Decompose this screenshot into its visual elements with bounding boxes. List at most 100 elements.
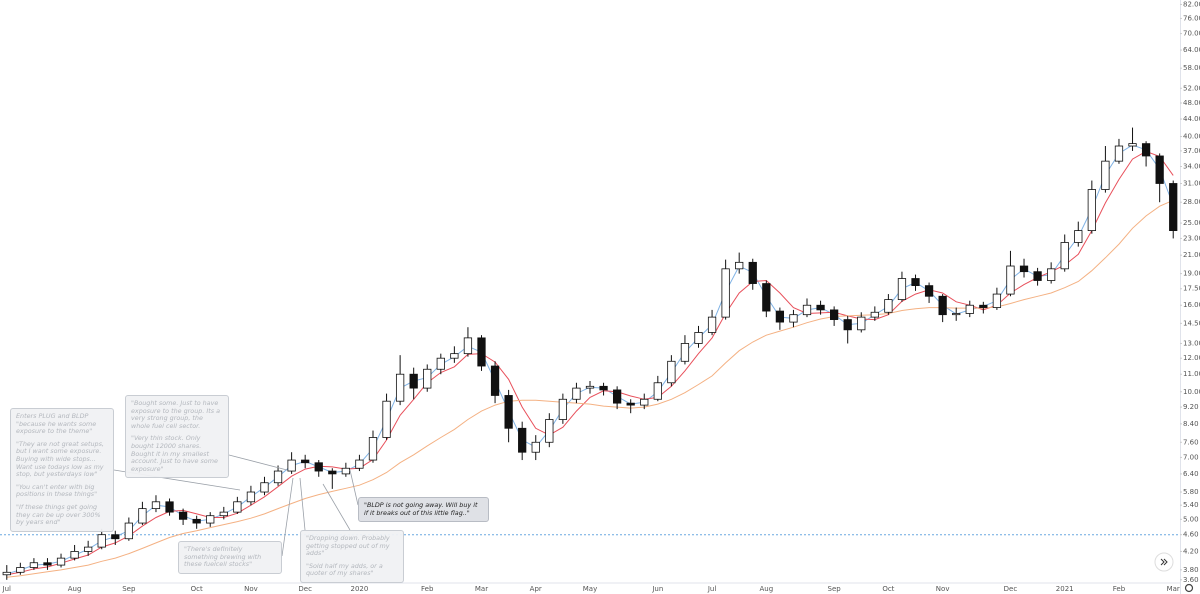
candle-body: [870, 311, 879, 318]
x-tick-label: May: [583, 585, 597, 593]
candle-body: [124, 522, 133, 540]
annotation: "There's definitely something brewing wi…: [178, 541, 282, 574]
moving-average: [6, 199, 1174, 578]
y-tick-label: 37.00: [1183, 147, 1200, 155]
annotation-text: "There's definitely something brewing wi…: [184, 545, 262, 569]
y-tick-label: 70.00: [1183, 30, 1200, 38]
candle-body: [450, 353, 459, 359]
annotation-pointer: [322, 483, 351, 531]
candle-body: [830, 309, 839, 320]
candle-body: [206, 515, 215, 524]
settings-icon[interactable]: [1184, 583, 1194, 593]
candle-body: [1114, 145, 1124, 162]
annotation-text: "Dropping down. Probably getting stopped…: [306, 534, 390, 558]
annotation-pointer: [281, 477, 294, 557]
candle-body: [857, 316, 866, 331]
y-tick-label: 28.00: [1183, 198, 1200, 206]
y-tick-label: 44.00: [1183, 115, 1200, 123]
candle-body: [1019, 265, 1029, 273]
y-tick-label: 12.00: [1183, 354, 1200, 362]
annotation-pointer: [349, 469, 359, 506]
annotation-text: "You can't enter with big positions in t…: [16, 482, 98, 499]
candle-body: [545, 419, 554, 443]
candle-body: [490, 365, 500, 396]
candle-body: [97, 534, 106, 548]
candle-body: [1087, 189, 1096, 232]
candle-body: [70, 551, 79, 559]
candle-body: [762, 283, 771, 312]
candle-body: [789, 314, 798, 323]
candle-body: [395, 373, 405, 402]
scroll-icon[interactable]: [1160, 558, 1168, 566]
y-tick-label: 14.50: [1183, 319, 1200, 327]
scroll-button[interactable]: [1154, 552, 1174, 572]
candle-body: [56, 557, 66, 566]
candle-body: [938, 295, 947, 316]
candle-body: [599, 385, 608, 391]
candle-body: [260, 482, 269, 493]
candle-body: [911, 278, 920, 287]
candle-body: [2, 571, 11, 576]
y-tick-label: 7.60: [1183, 438, 1199, 446]
candle-body: [1101, 160, 1110, 190]
candle-body: [165, 501, 174, 513]
y-tick-label: 9.20: [1183, 403, 1199, 411]
x-tick-label: 2020: [351, 585, 369, 593]
candle-body: [314, 462, 323, 472]
x-tick-label: Nov: [244, 585, 258, 593]
candle-body: [1074, 230, 1083, 243]
x-tick-label: Dec: [298, 585, 312, 593]
x-tick-label: Aug: [759, 585, 773, 593]
x-tick-label: Aug: [68, 585, 82, 593]
candle-body: [504, 395, 513, 429]
y-tick-label: 3.80: [1183, 566, 1199, 574]
candle-body: [558, 398, 568, 420]
candle-body: [382, 400, 391, 438]
annotation-text: "If these things get going they can be u…: [16, 502, 101, 527]
annotation-text: "They are not great setups, but I want s…: [16, 439, 104, 479]
candle-body: [721, 268, 730, 318]
candle-body: [43, 562, 52, 566]
candle-body: [84, 546, 93, 552]
candle-body: [1006, 265, 1015, 295]
candle-body: [626, 402, 635, 406]
x-tick-label: Mar: [475, 585, 488, 593]
candle-body: [273, 470, 283, 484]
annotation-text: "BLDP is not going away. Will buy it if …: [364, 501, 478, 517]
y-tick-label: 5.00: [1183, 515, 1199, 523]
x-tick-label: Feb: [1113, 585, 1126, 593]
candle-body: [585, 385, 595, 389]
y-tick-label: 34.00: [1183, 162, 1200, 170]
y-tick-label: 5.80: [1183, 488, 1199, 496]
candle-body: [667, 360, 676, 384]
x-tick-label: 2021: [1056, 585, 1074, 593]
annotation-text: "Very thin stock. Only bought 12000 shar…: [131, 434, 218, 473]
y-tick-label: 5.40: [1183, 501, 1199, 509]
candle-body: [178, 511, 188, 520]
candle-body: [1169, 183, 1178, 232]
x-tick-label: Sep: [122, 585, 136, 593]
candle-body: [748, 261, 757, 284]
candle-body: [246, 491, 256, 503]
x-tick-label: Feb: [421, 585, 434, 593]
candle-body: [409, 373, 418, 389]
candle-body: [1128, 143, 1137, 147]
candle-body: [572, 387, 581, 400]
candle-body: [735, 261, 744, 270]
settings-button[interactable]: [1184, 583, 1194, 593]
y-tick-label: 76.00: [1183, 14, 1200, 22]
candle-body: [680, 343, 690, 362]
y-tick-label: 82.00: [1183, 0, 1200, 8]
x-tick-label: Oct: [191, 585, 203, 593]
y-tick-label: 19.00: [1183, 270, 1200, 278]
candle-body: [531, 441, 540, 453]
candle-body: [341, 467, 350, 475]
annotation: "BLDP is not going away. Will buy it if …: [358, 497, 489, 523]
annotation-pointer: [228, 454, 288, 471]
candle-body: [151, 501, 161, 510]
candle-body: [640, 398, 649, 406]
candle-body: [16, 567, 25, 573]
